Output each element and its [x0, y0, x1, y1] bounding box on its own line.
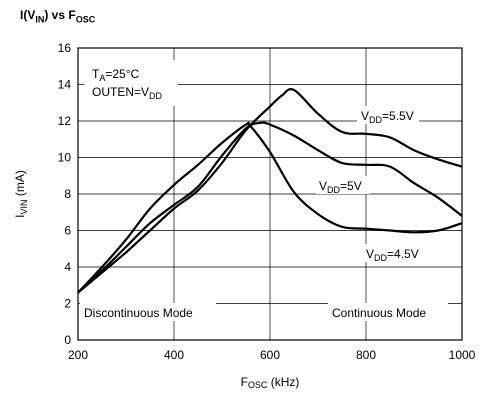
y-tick-label: 6 [64, 224, 71, 238]
label-bg-5v5 [357, 106, 419, 124]
x-tick-label: 1000 [449, 348, 476, 362]
series-line-vdd-4.5v [77, 121, 463, 294]
x-axis-ticks: 200 400 600 800 1000 [68, 348, 476, 362]
y-tick-label: 4 [64, 260, 71, 274]
region-label-bg-right [328, 303, 448, 321]
chart-title: I(VIN) vs FOSC [20, 8, 96, 25]
label-bg-5v [316, 176, 370, 194]
temperature-condition: TA=25°C [92, 67, 140, 83]
conditions-box-bg [84, 60, 178, 106]
y-tick-label: 2 [64, 297, 71, 311]
x-tick-label: 800 [356, 348, 376, 362]
x-axis-label: FOSC (kHz) [241, 375, 300, 390]
label-bg-4v5 [362, 244, 428, 262]
y-axis-label: IVIN (mA) [13, 170, 29, 218]
outen-condition: OUTEN=VDD [92, 85, 163, 101]
x-tick-label: 600 [260, 348, 280, 362]
series-label-vdd-5.5v: VDD=5.5V [361, 109, 414, 125]
series-line-vdd-5.5v [77, 88, 463, 294]
series-line-vdd-5v [77, 121, 463, 294]
y-tick-label: 0 [64, 333, 71, 347]
x-tick-label: 200 [68, 348, 88, 362]
y-axis-ticks: 0 2 4 6 8 10 12 14 16 [58, 41, 72, 347]
series-label-vdd-5v: VDD=5V [319, 179, 362, 195]
plot-frame [77, 47, 463, 341]
y-tick-label: 8 [64, 187, 71, 201]
continuous-mode-label: Continuous Mode [332, 306, 426, 320]
series-label-vdd-4.5v: VDD=4.5V [366, 247, 419, 263]
y-tick-label: 10 [58, 151, 72, 165]
discontinuous-mode-label: Discontinuous Mode [84, 306, 193, 320]
y-tick-label: 12 [58, 114, 72, 128]
x-tick-label: 400 [164, 348, 184, 362]
y-tick-label: 14 [58, 78, 72, 92]
region-label-bg-left [80, 303, 216, 321]
y-tick-label: 16 [58, 41, 72, 55]
series-lines [77, 88, 463, 294]
